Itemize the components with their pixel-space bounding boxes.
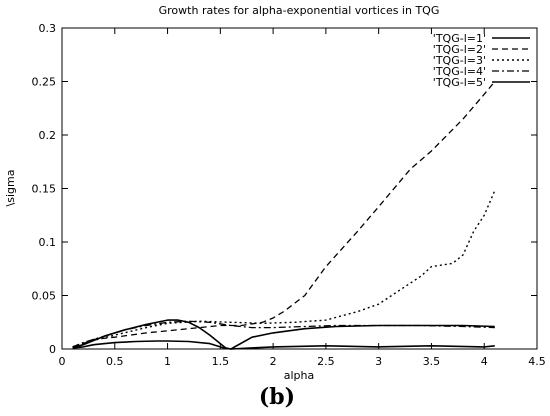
- series-line-2: [72, 81, 496, 348]
- legend-label: 'TQG-l=1': [433, 32, 486, 45]
- legend: 'TQG-l=1''TQG-l=2''TQG-l=3''TQG-l=4''TQG…: [433, 32, 530, 89]
- x-tick-label: 2.5: [317, 355, 335, 368]
- axis-ticks: 0 0.5 1 1.5 2 2.5 3 3.5 4 4.5 0 0.05 0.1 0.15 0.2 0.25 0…: [32, 22, 546, 368]
- x-tick-label: 2: [270, 355, 277, 368]
- x-tick-label: 0.5: [106, 355, 124, 368]
- y-tick-label: 0.25: [32, 76, 57, 89]
- panel-label: (b): [259, 384, 295, 410]
- y-tick-label: 0.3: [39, 22, 57, 35]
- y-axis-label: \sigma: [4, 170, 17, 207]
- y-tick-label: 0.1: [39, 236, 57, 249]
- y-tick-label: 0: [49, 343, 56, 356]
- y-tick-label: 0.2: [39, 129, 57, 142]
- y-tick-label: 0.15: [32, 183, 57, 196]
- x-tick-label: 3: [375, 355, 382, 368]
- series-line-1: [72, 340, 495, 350]
- x-tick-label: 4: [481, 355, 488, 368]
- chart-title: Growth rates for alpha-exponential vorti…: [159, 4, 440, 17]
- legend-label: 'TQG-l=4': [433, 65, 486, 78]
- x-tick-label: 1: [164, 355, 171, 368]
- legend-label: 'TQG-l=2': [433, 43, 486, 56]
- x-axis-label: alpha: [284, 369, 315, 382]
- legend-label: 'TQG-l=3': [433, 54, 486, 67]
- series-line-5: [72, 319, 495, 350]
- series-line-3: [72, 190, 496, 348]
- legend-label: 'TQG-l=5': [433, 76, 486, 89]
- x-tick-label: 4.5: [528, 355, 546, 368]
- x-tick-label: 3.5: [423, 355, 441, 368]
- series-lines: [72, 81, 496, 350]
- y-tick-label: 0.05: [32, 290, 57, 303]
- x-tick-label: 0: [59, 355, 66, 368]
- x-tick-label: 1.5: [212, 355, 230, 368]
